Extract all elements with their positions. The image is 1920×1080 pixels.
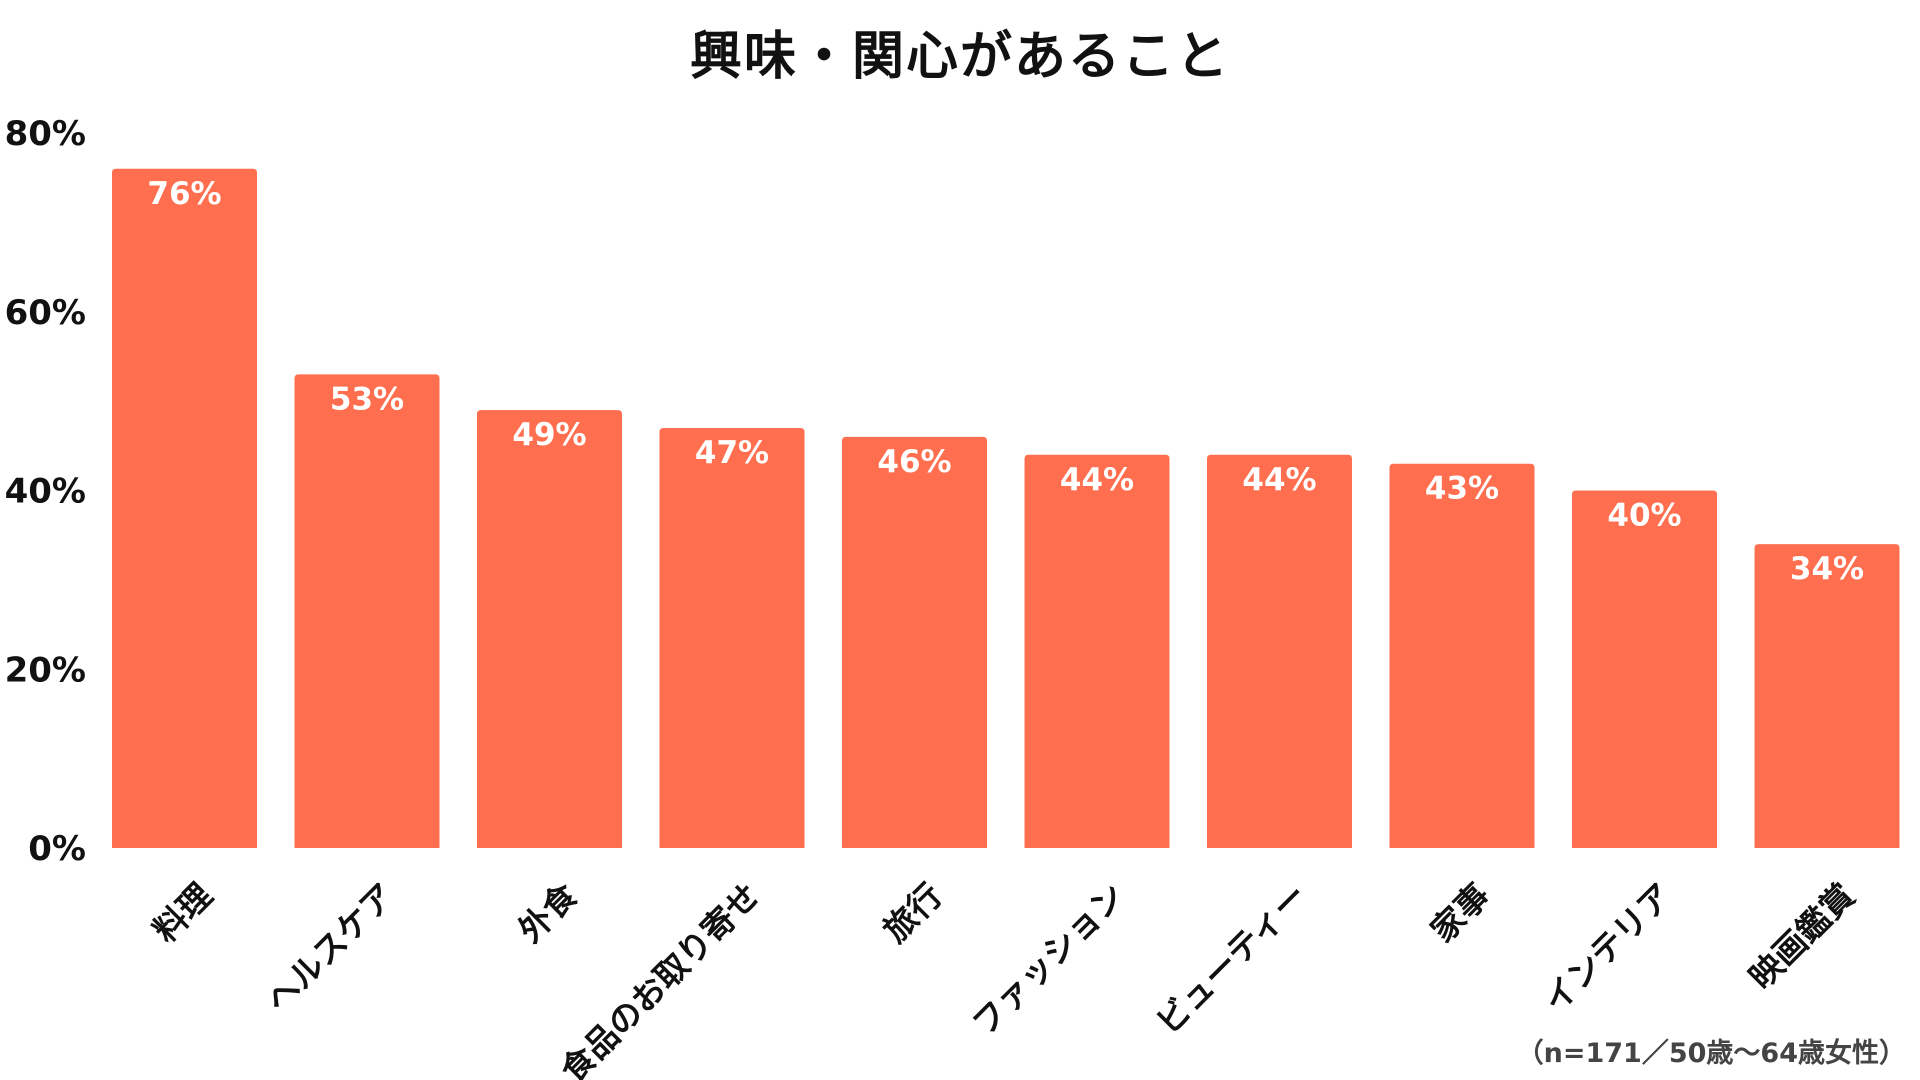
category-label: 家事: [1423, 876, 1497, 950]
data-label: 40%: [1607, 498, 1681, 534]
bar: [842, 436, 987, 848]
data-labels: 76% 53% 49% 47% 46% 44% 44% 43% 40% 34%: [147, 176, 1864, 587]
bar: [1754, 544, 1900, 848]
category-label: 映画鑑賞: [1741, 876, 1862, 997]
category-label: ファッション: [965, 876, 1133, 1044]
data-label: 53%: [330, 381, 404, 417]
bar: [1024, 454, 1170, 848]
category-label: インテリア: [1535, 876, 1679, 1020]
bars: [112, 168, 1900, 848]
bar: [1389, 463, 1535, 848]
y-tick-label: 60%: [5, 293, 86, 333]
category-label: ビューティー: [1148, 876, 1314, 1042]
data-label: 43%: [1425, 471, 1499, 507]
category-label: 旅行: [875, 876, 949, 950]
y-tick-label: 0%: [28, 829, 86, 869]
y-tick-label: 20%: [5, 650, 86, 690]
bar: [477, 410, 622, 848]
bar: [659, 427, 805, 848]
bar: [294, 374, 440, 848]
category-label: 外食: [510, 875, 585, 950]
data-label: 46%: [877, 444, 951, 480]
chart-title: 興味・関心があること: [689, 27, 1230, 87]
bar: [1572, 490, 1717, 848]
y-axis: 0% 20% 40% 60% 80%: [5, 114, 86, 869]
bar: [112, 168, 257, 848]
data-label: 34%: [1790, 551, 1864, 587]
category-label: ヘルスケア: [258, 876, 402, 1020]
bar: [1207, 454, 1352, 848]
data-label: 44%: [1060, 462, 1134, 498]
data-label: 76%: [147, 176, 221, 212]
y-tick-label: 40%: [5, 472, 86, 512]
category-label: 料理: [145, 876, 219, 950]
category-label: 食品のお取り寄せ: [553, 876, 767, 1080]
sample-note: （n=171／50歳〜64歳女性）: [1516, 1038, 1906, 1069]
data-label: 49%: [512, 417, 586, 453]
data-label: 47%: [695, 435, 769, 471]
y-tick-label: 80%: [5, 114, 86, 154]
data-label: 44%: [1242, 462, 1316, 498]
